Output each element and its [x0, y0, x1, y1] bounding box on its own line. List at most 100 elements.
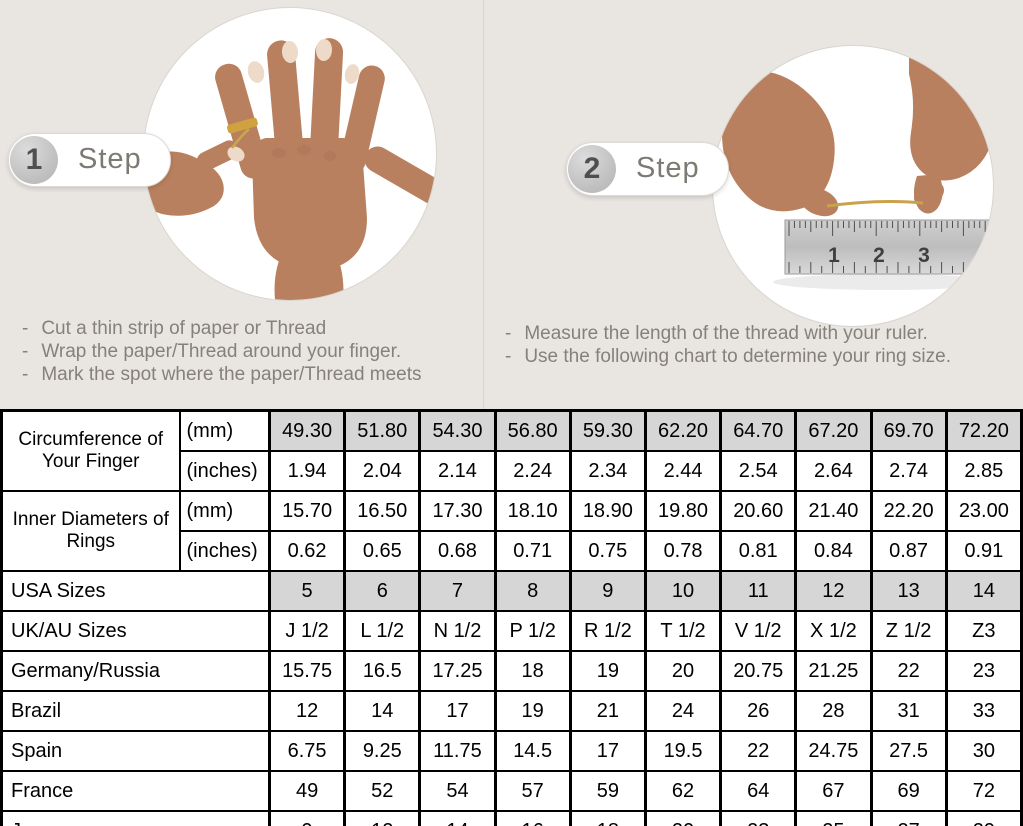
size-value: 2.64 — [794, 450, 873, 492]
size-value: X 1/2 — [794, 610, 873, 652]
size-value: 2.85 — [944, 450, 1023, 492]
step1-instructions: Cut a thin strip of paper or Thread Wrap… — [22, 317, 422, 386]
row-unit: (mm) — [178, 409, 271, 452]
size-value: L 1/2 — [343, 610, 422, 652]
instruction-line: Wrap the paper/Thread around your finger… — [22, 340, 422, 363]
size-value: Z 1/2 — [869, 610, 948, 652]
size-value: 25 — [794, 810, 873, 826]
step1-hand-photo — [143, 7, 437, 301]
size-value: 5 — [267, 570, 347, 612]
size-value: 64.70 — [719, 409, 798, 452]
size-value: 11 — [719, 570, 798, 612]
size-value: 9.25 — [343, 730, 422, 772]
table-row: Japan9121416182023252729 — [0, 810, 1023, 826]
section-divider — [483, 0, 484, 409]
table-row: Spain 6.75 9.25 11.75 14.5 17 19.5 22 24.75 27.5 3… — [0, 730, 1023, 772]
size-value: 54 — [418, 770, 497, 812]
size-value: 19.80 — [643, 490, 723, 532]
size-chart-table: Circumference of Your Finger (mm) 49.30 51.… — [0, 409, 1023, 826]
size-value: 18.10 — [493, 490, 572, 532]
size-value: 26 — [719, 690, 798, 732]
size-value: 7 — [418, 570, 497, 612]
row-label: Inner Diameters of Rings — [0, 490, 181, 572]
size-value: 62 — [643, 770, 723, 812]
size-value: 59.30 — [568, 409, 647, 452]
size-value: 0.71 — [493, 530, 572, 572]
size-chart-body: Circumference of Your Finger (mm) 49.30 51.… — [0, 409, 1023, 826]
step2-label: Step — [636, 151, 700, 184]
size-value: 18 — [568, 810, 647, 826]
table-row: France 49 52 54 57 59 62 64 67 69 72 — [0, 770, 1023, 812]
size-value: 0.65 — [343, 530, 422, 572]
size-value: 27.5 — [869, 730, 948, 772]
step2-badge: 2 Step — [566, 142, 729, 196]
size-value: 11.75 — [418, 730, 497, 772]
size-value: 14 — [944, 570, 1023, 612]
size-value: 2.54 — [719, 450, 798, 492]
size-value: 2.24 — [493, 450, 572, 492]
size-value: R 1/2 — [568, 610, 647, 652]
size-value: 27 — [869, 810, 948, 826]
ruler-number: 3 — [918, 244, 930, 267]
size-value: 20 — [643, 650, 723, 692]
table-row: (inches) 1.94 2.04 2.14 2.24 2.34 2.44 2.54 2.64… — [2, 450, 1023, 492]
row-label: Circumference of Your Finger — [0, 409, 181, 492]
size-value: 67 — [794, 770, 873, 812]
size-value: 13 — [869, 570, 948, 612]
size-value: 9 — [267, 810, 347, 826]
size-value: 67.20 — [794, 409, 873, 452]
size-value: 57 — [493, 770, 572, 812]
size-value: 16 — [493, 810, 572, 826]
size-value: P 1/2 — [493, 610, 572, 652]
step2-number: 2 — [568, 145, 616, 193]
ruler-number: 2 — [873, 244, 885, 267]
size-value: 2.14 — [418, 450, 497, 492]
size-value: 23.00 — [944, 490, 1023, 532]
row-label: UK/AU Sizes — [0, 610, 271, 652]
table-row: USA Sizes 5 6 7 8 9 10 11 12 13 14 — [0, 570, 1023, 612]
size-value: 2.04 — [343, 450, 422, 492]
instruction-line: Mark the spot where the paper/Thread mee… — [22, 363, 421, 386]
size-value: 69.70 — [869, 409, 948, 452]
size-value: 51.80 — [343, 409, 422, 452]
thread-illustration — [231, 128, 250, 149]
size-value: 1.94 — [267, 450, 347, 492]
size-value: V 1/2 — [719, 610, 798, 652]
instruction-line: Cut a thin strip of paper or Thread — [22, 317, 422, 340]
row-label: France — [0, 770, 271, 812]
size-value: 72 — [944, 770, 1023, 812]
size-value: 8 — [493, 570, 572, 612]
size-value: 0.78 — [643, 530, 723, 572]
size-value: 20 — [643, 810, 723, 826]
size-value: 16.50 — [343, 490, 422, 532]
size-value: 62.20 — [643, 409, 723, 452]
size-value: 24.75 — [794, 730, 873, 772]
step1-label: Step — [78, 142, 142, 175]
size-value: 54.30 — [418, 409, 497, 452]
size-value: 12 — [794, 570, 873, 612]
size-value: T 1/2 — [643, 610, 723, 652]
size-value: 2.44 — [643, 450, 723, 492]
size-value: 21 — [568, 690, 647, 732]
size-value: 17 — [568, 730, 647, 772]
size-value: 6 — [343, 570, 422, 612]
size-value: 6.75 — [267, 730, 347, 772]
table-row: Circumference of Your Finger (mm) 49.30 51.… — [0, 409, 1023, 492]
size-value: 20.60 — [719, 490, 798, 532]
size-value: 20.75 — [719, 650, 798, 692]
row-label: Spain — [0, 730, 271, 772]
row-unit: (inches) — [178, 450, 271, 492]
table-row: Germany/Russia 15.75 16.5 17.25 18 19 20 20.75 2… — [0, 650, 1023, 692]
size-value: 30 — [944, 730, 1023, 772]
table-row: UK/AU Sizes J 1/2 L 1/2 N 1/2 P 1/2 R 1/2 T 1/… — [0, 610, 1023, 652]
size-value: 22.20 — [869, 490, 948, 532]
row-label: Germany/Russia — [0, 650, 271, 692]
size-value: 64 — [719, 770, 798, 812]
size-value: 23 — [719, 810, 798, 826]
size-value: 21.25 — [794, 650, 873, 692]
row-label: USA Sizes — [0, 570, 271, 612]
size-value: 31 — [869, 690, 948, 732]
size-value: 2.74 — [869, 450, 948, 492]
size-value: 19 — [568, 650, 647, 692]
